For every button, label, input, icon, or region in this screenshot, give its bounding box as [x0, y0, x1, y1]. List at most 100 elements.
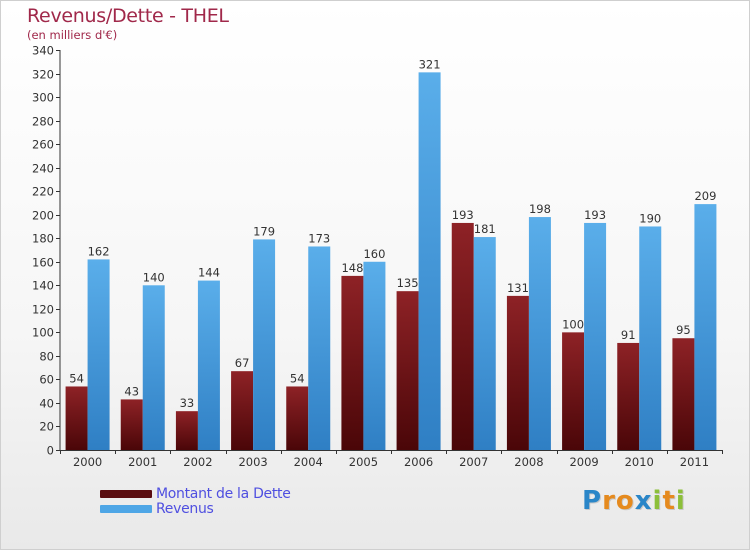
x-tick-label: 2011	[680, 455, 709, 469]
bar-revenue	[639, 226, 662, 450]
y-tick-label: 0	[47, 444, 54, 458]
y-tick-label: 40	[39, 397, 54, 411]
x-tick-label: 2002	[183, 455, 212, 469]
bar-revenue	[308, 246, 331, 450]
data-label-revenue: 198	[529, 202, 551, 216]
bar-revenue	[363, 261, 386, 450]
bar-debt	[231, 371, 254, 450]
data-label-revenue: 179	[253, 224, 275, 238]
legend-swatch-debt	[100, 489, 152, 498]
y-tick-label: 340	[32, 44, 54, 58]
data-label-revenue: 140	[143, 270, 165, 284]
bar-debt	[341, 275, 364, 450]
data-label-debt: 91	[621, 328, 636, 342]
data-label-debt: 135	[397, 276, 419, 290]
x-tick-label: 2010	[625, 455, 654, 469]
data-label-revenue: 190	[639, 211, 661, 225]
bar-revenue	[87, 259, 110, 450]
y-tick-label: 180	[32, 232, 54, 246]
brand-letter: o	[615, 486, 635, 516]
x-tick-label: 2007	[459, 455, 488, 469]
x-tick-label: 2005	[349, 455, 378, 469]
bar-debt	[120, 399, 143, 450]
y-tick-label: 300	[32, 91, 54, 105]
y-tick-label: 160	[32, 256, 54, 270]
legend-item-debt: Montant de la Dette	[100, 485, 291, 502]
bar-revenue	[528, 217, 551, 450]
bar-debt	[562, 332, 585, 450]
brand-letter: t	[662, 486, 676, 516]
y-tick-label: 60	[39, 373, 54, 387]
brand-letter: r	[602, 486, 616, 516]
data-label-revenue: 160	[363, 247, 385, 261]
y-tick-label: 220	[32, 185, 54, 199]
x-tick-label: 2000	[73, 455, 102, 469]
x-tick-label: 2004	[294, 455, 323, 469]
data-label-revenue: 162	[88, 244, 110, 258]
data-label-revenue: 209	[694, 189, 716, 203]
bars	[65, 72, 717, 451]
brand-letter: i	[675, 486, 686, 516]
data-label-debt: 54	[290, 371, 305, 385]
bar-debt	[506, 295, 529, 450]
data-label-revenue: 321	[419, 57, 441, 71]
data-label-debt: 100	[562, 317, 584, 331]
data-label-revenue: 181	[474, 222, 496, 236]
x-axis: 2000 2001 2002 2003 2004 2005 2006 2007 2008 2009…	[60, 450, 723, 469]
bar-revenue	[473, 237, 496, 450]
bar-revenue	[584, 222, 607, 450]
bar-debt	[451, 222, 474, 450]
y-tick-label: 280	[32, 115, 54, 129]
data-label-debt: 131	[507, 281, 529, 295]
y-tick-label: 20	[39, 420, 54, 434]
bar-debt	[672, 338, 695, 450]
bar-revenue	[197, 280, 220, 450]
legend-label-revenue: Revenus	[156, 500, 214, 517]
data-label-revenue: 173	[308, 231, 330, 245]
data-label-revenue: 144	[198, 266, 220, 280]
x-tick-label: 2009	[569, 455, 598, 469]
bar-debt	[396, 291, 419, 450]
chart-subtitle: (en milliers d'€)	[27, 28, 118, 42]
data-label-debt: 54	[69, 371, 84, 385]
bar-revenue	[142, 285, 165, 450]
chart-title: Revenus/Dette - THEL	[27, 5, 229, 27]
data-label-debt: 193	[452, 208, 474, 222]
legend-label-debt: Montant de la Dette	[156, 485, 291, 502]
y-tick-label: 140	[32, 279, 54, 293]
y-tick-label: 100	[32, 326, 54, 340]
data-label-debt: 95	[676, 323, 691, 337]
y-tick-label: 120	[32, 303, 54, 317]
data-label-debt: 43	[124, 384, 139, 398]
bar-revenue	[418, 72, 441, 451]
x-tick-label: 2008	[514, 455, 543, 469]
data-label-debt: 148	[341, 261, 363, 275]
bar-debt	[286, 386, 309, 450]
y-axis: 0 20 40 60 80 100 120 140 160 180 200 220 240 260 280 3…	[32, 44, 61, 458]
bar-debt	[617, 342, 640, 450]
y-tick-label: 320	[32, 68, 54, 82]
y-tick-label: 80	[39, 350, 54, 364]
brand-letter: x	[634, 486, 653, 516]
bar-debt	[65, 386, 88, 450]
data-label-revenue: 193	[584, 208, 606, 222]
brand-letter: P	[582, 486, 603, 516]
y-tick-label: 200	[32, 209, 54, 223]
bar-revenue	[694, 204, 717, 450]
data-label-debt: 67	[235, 356, 250, 370]
brand-letter: i	[652, 486, 663, 516]
x-tick-label: 2003	[238, 455, 267, 469]
y-tick-label: 260	[32, 138, 54, 152]
legend-item-revenue: Revenus	[100, 500, 291, 517]
x-tick-label: 2001	[128, 455, 157, 469]
bar-debt	[175, 411, 198, 450]
x-tick-label: 2006	[404, 455, 433, 469]
brand-logo: Proxiti	[582, 486, 686, 516]
legend-swatch-revenue	[100, 504, 152, 513]
legend: Montant de la Dette Revenus	[100, 485, 291, 517]
y-tick-label: 240	[32, 162, 54, 176]
bar-revenue	[253, 239, 276, 450]
data-label-debt: 33	[180, 396, 195, 410]
